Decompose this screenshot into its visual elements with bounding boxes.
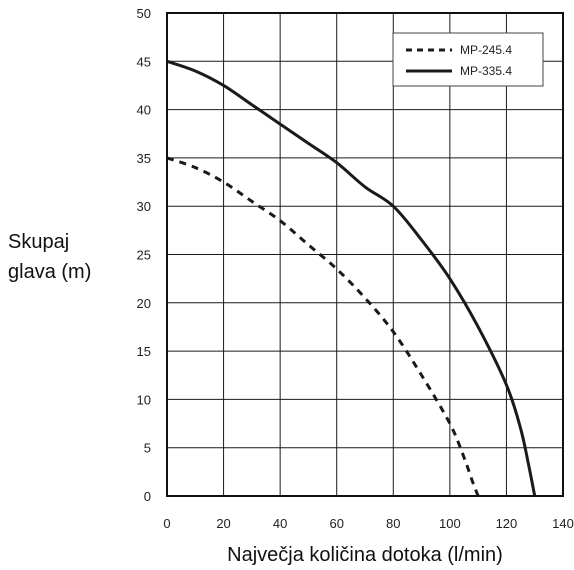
x-tick-label-60: 60 xyxy=(329,516,343,531)
series-line-mp-245-4 xyxy=(166,156,480,497)
y-tick-label-15: 15 xyxy=(137,344,151,359)
y-axis-label-line-1: Skupaj xyxy=(8,231,69,253)
x-tick-label-80: 80 xyxy=(386,516,400,531)
plot-frame xyxy=(166,12,564,497)
x-tick-labels: 0 20 40 60 80 100 120 140 xyxy=(163,516,573,531)
x-axis-label: Največja količina dotoka (l/min) xyxy=(227,544,503,566)
x-tick-label-40: 40 xyxy=(273,516,287,531)
x-tick-label-120: 120 xyxy=(496,516,518,531)
y-tick-label-45: 45 xyxy=(137,54,151,69)
series-line-mp-335-4 xyxy=(166,59,537,497)
series-group xyxy=(166,59,537,497)
y-tick-label-50: 50 xyxy=(137,6,151,21)
x-tick-label-140: 140 xyxy=(552,516,574,531)
y-tick-label-0: 0 xyxy=(144,489,151,504)
y-tick-label-30: 30 xyxy=(137,199,151,214)
y-tick-label-40: 40 xyxy=(137,103,151,118)
legend-label-mp-245-4: MP-245.4 xyxy=(460,43,512,57)
y-tick-label-25: 25 xyxy=(137,248,151,263)
y-tick-label-20: 20 xyxy=(137,296,151,311)
legend-label-mp-335-4: MP-335.4 xyxy=(460,64,512,78)
legend-box xyxy=(392,32,544,87)
y-tick-label-35: 35 xyxy=(137,151,151,166)
y-tick-labels: 0 5 10 15 20 25 30 35 40 45 50 xyxy=(137,6,151,504)
x-tick-label-100: 100 xyxy=(439,516,461,531)
y-tick-label-5: 5 xyxy=(144,441,151,456)
x-tick-label-20: 20 xyxy=(216,516,230,531)
legend: MP-245.4 MP-335.4 xyxy=(392,32,544,87)
x-tick-label-0: 0 xyxy=(163,516,170,531)
y-tick-label-10: 10 xyxy=(137,392,151,407)
y-axis-label-line-2: glava (m) xyxy=(8,261,91,283)
